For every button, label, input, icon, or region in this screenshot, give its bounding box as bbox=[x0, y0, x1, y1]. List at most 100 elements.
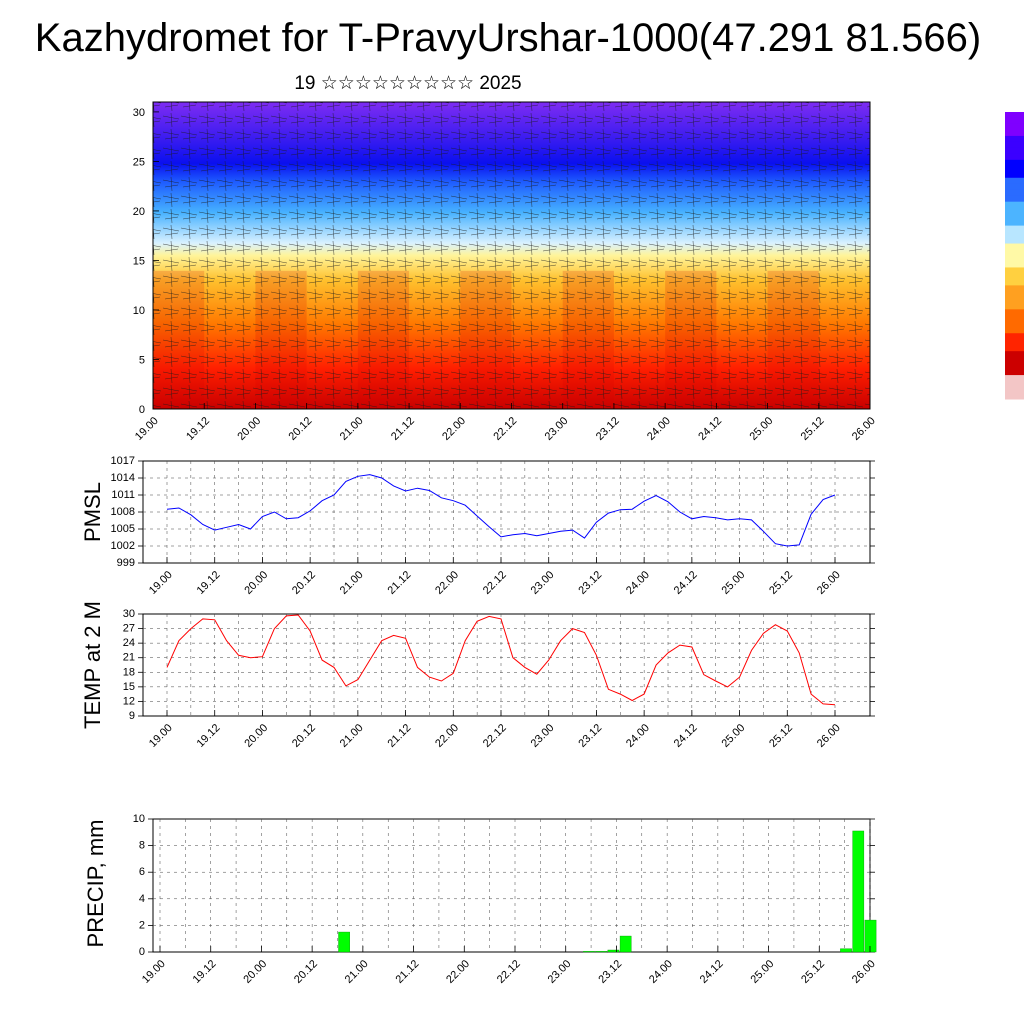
colorbar-segment bbox=[1005, 309, 1024, 316]
temp-series-line bbox=[166, 614, 836, 706]
chart-title: Kazhydromet for T-PravyUrshar-1000(47.29… bbox=[34, 16, 982, 60]
precip-y-tick-label: 0 bbox=[139, 946, 145, 958]
precip-bar bbox=[338, 931, 350, 953]
heatmap-y-tick-label: 15 bbox=[133, 255, 145, 267]
pmsl-y-tick-label: 999 bbox=[117, 557, 135, 569]
precip-x-tick-label: 20.00 bbox=[241, 958, 269, 986]
precip-bar bbox=[852, 830, 865, 953]
colorbar-segment bbox=[1005, 165, 1024, 173]
colorbar-segment bbox=[1005, 201, 1024, 209]
colorbar-segment bbox=[1005, 357, 1024, 364]
colorbar-segment bbox=[1005, 177, 1024, 185]
temp-x-tick-label: 25.00 bbox=[719, 722, 747, 750]
colorbar-segment bbox=[1005, 123, 1024, 131]
heatmap-x-tick-label: 19.00 bbox=[133, 415, 161, 443]
precip-y-tick-label: 2 bbox=[139, 919, 145, 931]
temp-x-tick-label: 25.12 bbox=[767, 722, 795, 750]
colorbar-segment bbox=[1005, 315, 1024, 322]
heatmap-y-tick-label: 25 bbox=[133, 156, 145, 168]
pmsl-y-tick-label: 1002 bbox=[111, 540, 135, 552]
colorbar-segment bbox=[1005, 183, 1024, 191]
colorbar-segment bbox=[1005, 333, 1024, 340]
heatmap-y-tick-label: 30 bbox=[133, 107, 145, 119]
heatmap-y-tick-label: 20 bbox=[133, 206, 145, 218]
temp-x-tick-label: 24.00 bbox=[624, 722, 652, 750]
colorbar-segment bbox=[1005, 213, 1024, 221]
temp-x-tick-label: 22.12 bbox=[481, 722, 509, 750]
colorbar-segment bbox=[1005, 195, 1024, 203]
precip-y-tick-label: 10 bbox=[133, 813, 145, 825]
precip-bar bbox=[583, 951, 595, 953]
colorbar-segment bbox=[1005, 339, 1024, 346]
heatmap-x-tick-label: 24.00 bbox=[645, 415, 673, 443]
colorbar-segment bbox=[1005, 237, 1024, 245]
colorbar-segment bbox=[1005, 267, 1024, 274]
colorbar-segment bbox=[1005, 147, 1024, 155]
colorbar-segment bbox=[1005, 321, 1024, 328]
precip-bar bbox=[619, 935, 632, 953]
temp-y-tick-label: 9 bbox=[129, 710, 135, 722]
temp-x-tick-label: 26.00 bbox=[815, 722, 843, 750]
precip-frame bbox=[152, 818, 871, 953]
precip-y-tick-label: 4 bbox=[139, 893, 145, 905]
colorbar-segment bbox=[1005, 189, 1024, 197]
precip-bar bbox=[864, 919, 877, 953]
colorbar-segment bbox=[1005, 171, 1024, 179]
heatmap-y-tick-label: 5 bbox=[139, 354, 145, 366]
pmsl-y-axis-label: PMSL bbox=[80, 482, 105, 542]
pmsl-x-tick-label: 25.12 bbox=[767, 569, 795, 597]
heatmap-x-tick-label: 25.12 bbox=[799, 415, 827, 443]
heatmap-x-tick-label: 26.00 bbox=[850, 415, 878, 443]
colorbar-segment bbox=[1005, 141, 1024, 149]
heatmap-x-tick-label: 22.12 bbox=[491, 415, 519, 443]
colorbar-segment bbox=[1005, 231, 1024, 239]
colorbar-segment bbox=[1005, 112, 1024, 119]
precip-x-tick-label: 25.12 bbox=[799, 958, 827, 986]
temp-panel: 9 12 15 18 21 24 27 30 19.00 19.12 20.00 20.12 21.00… bbox=[80, 601, 875, 750]
pmsl-x-tick-label: 22.00 bbox=[433, 569, 461, 597]
colorbar-segment bbox=[1005, 207, 1024, 215]
precip-y-tick-label: 6 bbox=[139, 866, 145, 878]
temp-x-tick-label: 22.00 bbox=[433, 722, 461, 750]
precip-bar bbox=[595, 951, 608, 953]
pmsl-x-tick-label: 19.00 bbox=[147, 569, 175, 597]
heatmap-x-tick-label: 21.00 bbox=[338, 415, 366, 443]
temp-x-tick-label: 23.12 bbox=[576, 722, 604, 750]
temp-y-tick-label: 27 bbox=[123, 623, 135, 635]
temp-x-tick-label: 24.12 bbox=[672, 722, 700, 750]
precip-x-tick-label: 23.12 bbox=[596, 958, 624, 986]
temp-x-tick-label: 23.00 bbox=[529, 722, 557, 750]
pmsl-y-tick-label: 1008 bbox=[111, 506, 135, 518]
colorbar-segment bbox=[1005, 351, 1024, 358]
heatmap-x-tick-label: 20.12 bbox=[287, 415, 315, 443]
heatmap-x-tick-label: 23.12 bbox=[594, 415, 622, 443]
pmsl-x-tick-label: 21.12 bbox=[385, 569, 413, 597]
precip-x-tick-label: 23.00 bbox=[546, 958, 574, 986]
colorbar-segment bbox=[1005, 363, 1024, 370]
precip-x-tick-label: 19.12 bbox=[191, 958, 219, 986]
colorbar-segment bbox=[1005, 273, 1024, 280]
pmsl-series-line bbox=[166, 474, 836, 547]
colorbar-segment bbox=[1005, 279, 1024, 286]
precip-x-tick-label: 20.12 bbox=[292, 958, 320, 986]
colorbar-segment bbox=[1005, 225, 1024, 233]
pmsl-x-tick-label: 22.12 bbox=[481, 569, 509, 597]
precip-x-tick-label: 21.00 bbox=[343, 958, 371, 986]
precip-bar bbox=[840, 948, 852, 953]
temp-x-tick-label: 19.12 bbox=[195, 722, 223, 750]
temp-x-tick-label: 19.00 bbox=[147, 722, 175, 750]
colorbar-segment bbox=[1005, 117, 1024, 125]
temp-frame bbox=[142, 613, 871, 717]
heatmap-y-tick-label: 10 bbox=[133, 305, 145, 317]
temp-x-tick-label: 20.12 bbox=[290, 722, 318, 750]
temp-y-tick-label: 12 bbox=[123, 695, 135, 707]
precip-x-tick-label: 24.12 bbox=[698, 958, 726, 986]
heatmap-y-tick-label: 0 bbox=[139, 404, 145, 416]
pmsl-x-tick-label: 24.12 bbox=[672, 569, 700, 597]
colorbar-segment bbox=[1005, 159, 1024, 167]
colorbar-segment bbox=[1005, 303, 1024, 310]
colorbar-segment bbox=[1005, 129, 1024, 137]
precip-bar bbox=[607, 949, 620, 953]
pmsl-y-tick-label: 1017 bbox=[111, 455, 135, 467]
